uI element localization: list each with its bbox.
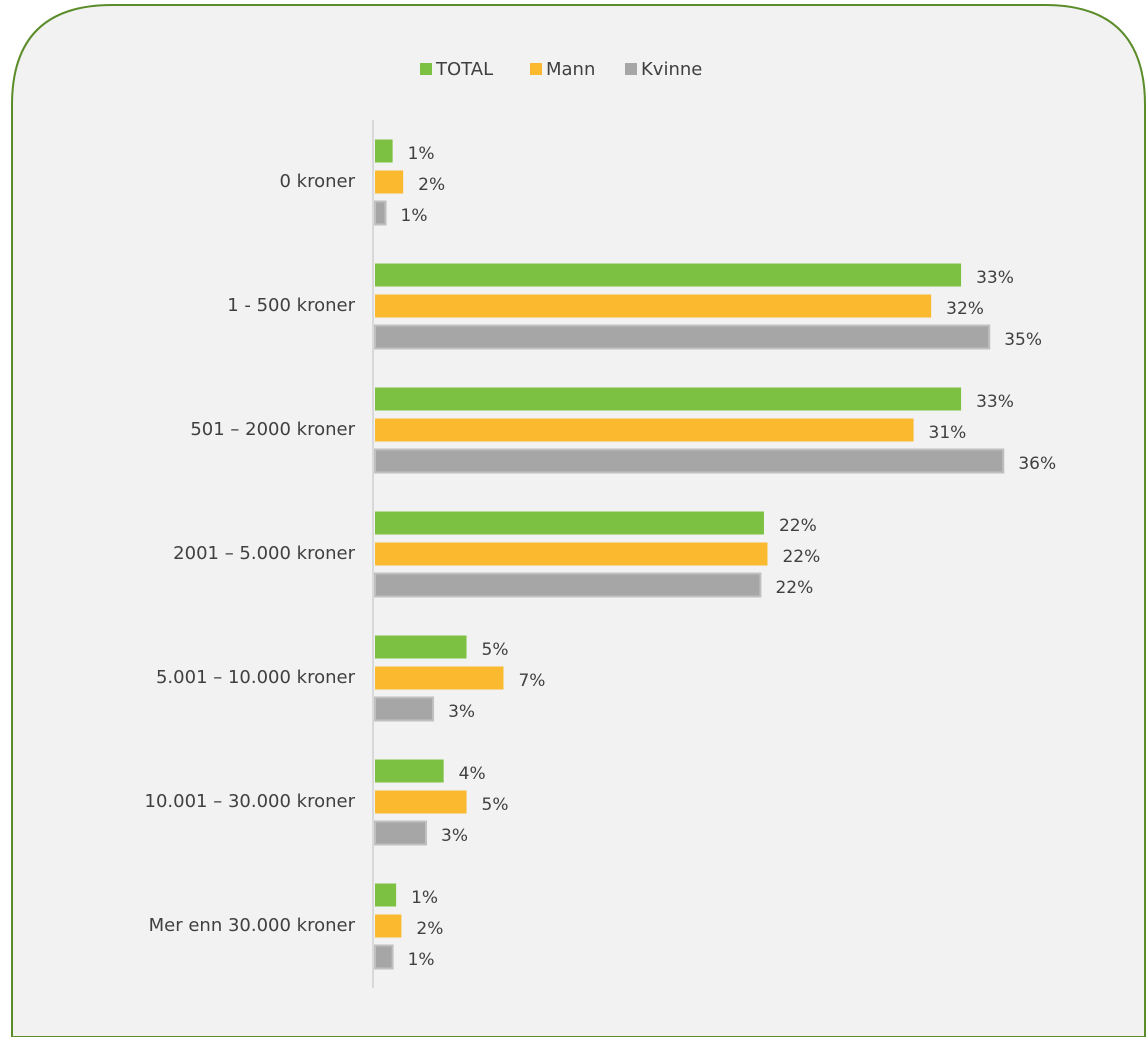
value-label: 1% [408,144,435,164]
bar [375,139,393,163]
value-label: 32% [946,299,984,319]
value-label: 36% [1018,454,1056,474]
bar [374,200,387,226]
y-tick-label: 501 – 2000 kroner [190,419,355,440]
bar [374,696,435,722]
bar [375,883,397,907]
bar [374,572,762,598]
bar [374,944,394,970]
bar [375,263,962,287]
legend-label: TOTAL [435,59,493,80]
value-label: 5% [482,640,509,660]
value-label: 7% [518,671,545,691]
bar [375,294,932,318]
bar [375,387,962,411]
y-tick-label: 5.001 – 10.000 kroner [156,667,356,688]
bar [375,790,467,814]
legend-label: Kvinne [641,59,702,80]
value-label: 33% [976,392,1014,412]
y-tick-label: 1 - 500 kroner [227,295,355,316]
bar [375,635,467,659]
y-tick-label: 10.001 – 30.000 kroner [145,791,356,812]
bar [375,666,504,690]
value-label: 5% [482,795,509,815]
bar [375,170,404,194]
value-label: 22% [782,547,820,567]
bar [374,324,991,350]
value-label: 22% [779,516,817,536]
value-label: 22% [775,578,813,598]
bar [374,448,1005,474]
value-label: 35% [1004,330,1042,350]
bar [375,914,402,938]
legend-swatch [420,63,432,75]
value-label: 2% [418,175,445,195]
legend-label: Mann [546,59,595,80]
legend-swatch [530,63,542,75]
y-tick-label: 2001 – 5.000 kroner [173,543,355,564]
bar [375,511,764,535]
value-label: 2% [416,919,443,939]
value-label: 1% [401,206,428,226]
bar [374,820,428,846]
value-label: 4% [459,764,486,784]
value-label: 3% [441,826,468,846]
value-label: 31% [929,423,967,443]
value-label: 1% [411,888,438,908]
legend-swatch [625,63,637,75]
y-tick-label: Mer enn 30.000 kroner [149,915,356,936]
y-tick-label: 0 kroner [280,171,356,192]
value-label: 1% [408,950,435,970]
bar [375,418,914,442]
bar [375,542,768,566]
value-label: 33% [976,268,1014,288]
bar [375,759,444,783]
value-label: 3% [448,702,475,722]
